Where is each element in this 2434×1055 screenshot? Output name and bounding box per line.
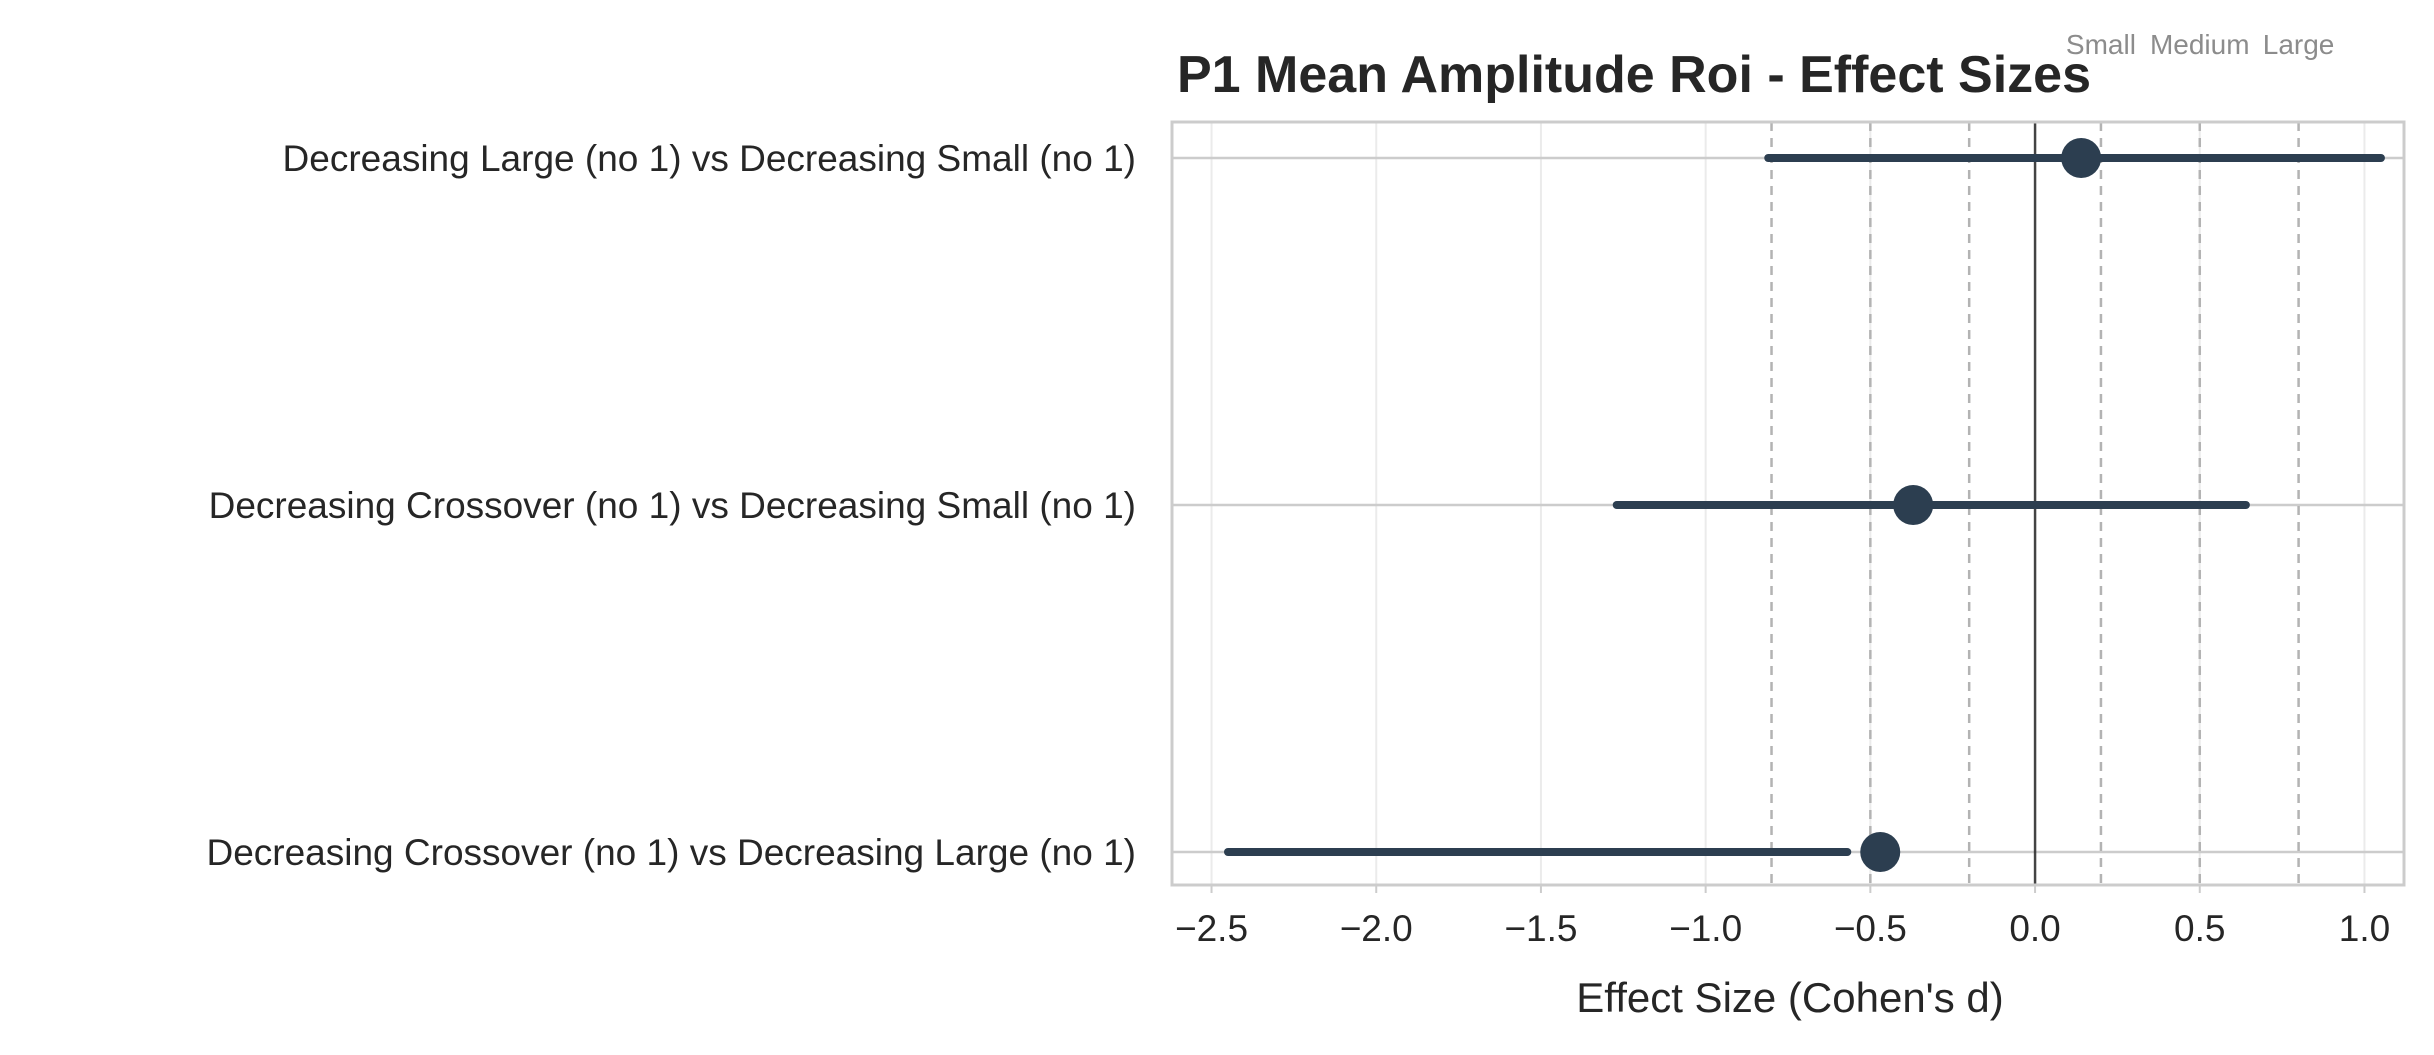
comparison-label: Decreasing Crossover (no 1) vs Decreasin… [209, 485, 1136, 526]
x-tick-label: −2.0 [1340, 908, 1413, 949]
effect-point [2061, 138, 2102, 178]
threshold-label: Medium [2150, 29, 2250, 60]
effect-marks [1224, 138, 2385, 872]
chart-title: P1 Mean Amplitude Roi - Effect Sizes [1177, 46, 2091, 104]
x-tick-label: 0.5 [2174, 908, 2225, 949]
threshold-label: Large [2263, 29, 2335, 60]
x-tick-label: 0.0 [2009, 908, 2060, 949]
effect-point [1893, 485, 1934, 525]
text-layer: P1 Mean Amplitude Roi - Effect Sizes Eff… [206, 29, 2390, 1021]
x-tick-label: −2.5 [1175, 908, 1248, 949]
x-tick-label: −1.5 [1504, 908, 1577, 949]
x-tick-label: 1.0 [2339, 908, 2390, 949]
threshold-label: Small [2066, 29, 2136, 60]
plot-frame [1170, 120, 2406, 887]
comparison-label: Decreasing Large (no 1) vs Decreasing Sm… [283, 138, 1136, 179]
x-axis-label: Effect Size (Cohen's d) [1576, 974, 2003, 1021]
x-tick-label: −0.5 [1834, 908, 1907, 949]
comparison-label: Decreasing Crossover (no 1) vs Decreasin… [206, 832, 1136, 873]
x-tick-label: −1.0 [1669, 908, 1742, 949]
effect-point [1860, 832, 1901, 872]
